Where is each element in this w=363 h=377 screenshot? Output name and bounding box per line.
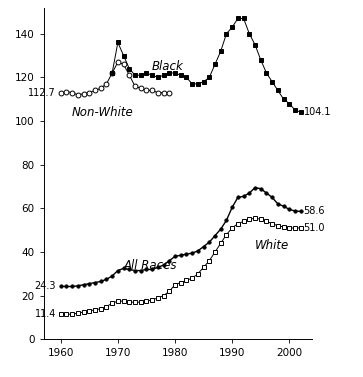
Text: 51.0: 51.0	[303, 223, 325, 233]
Text: 11.4: 11.4	[35, 310, 56, 319]
Text: All Races: All Races	[123, 259, 177, 271]
Text: White: White	[255, 239, 289, 252]
Text: Non-White: Non-White	[72, 106, 134, 119]
Text: 104.1: 104.1	[303, 107, 331, 117]
Text: 58.6: 58.6	[303, 206, 325, 216]
Text: Black: Black	[152, 60, 184, 73]
Text: 112.7: 112.7	[28, 88, 56, 98]
Text: 24.3: 24.3	[34, 281, 56, 291]
